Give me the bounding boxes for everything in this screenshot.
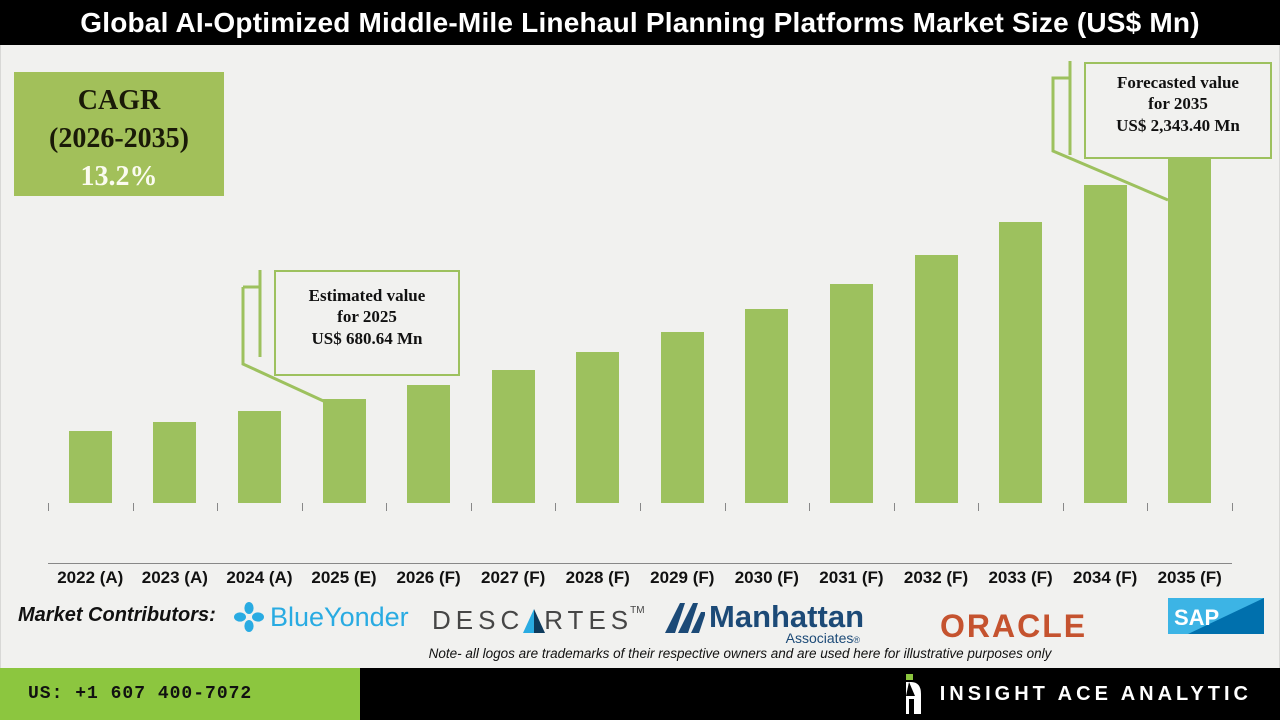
svg-text:SAP: SAP: [1174, 605, 1219, 630]
